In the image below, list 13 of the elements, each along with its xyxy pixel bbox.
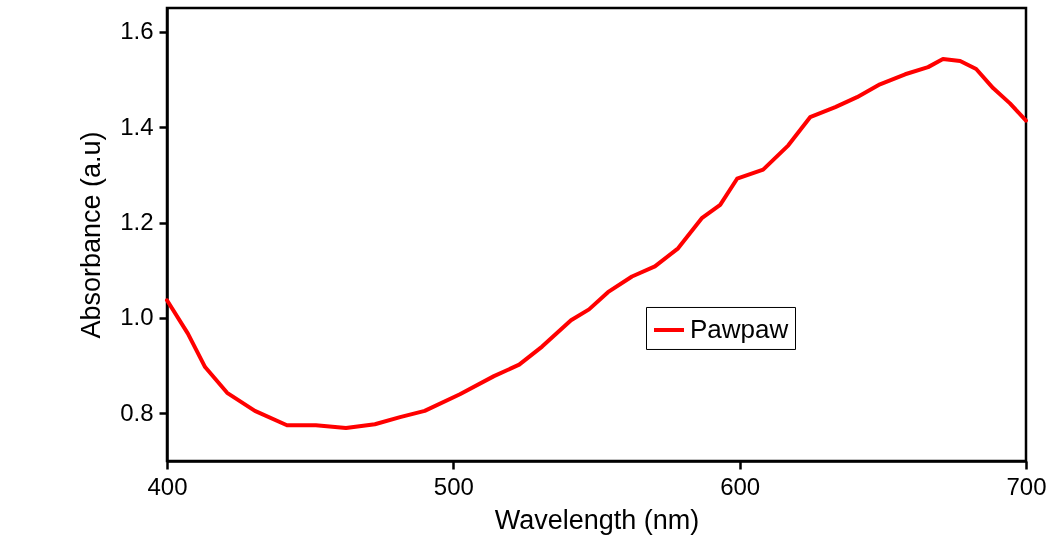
y-tick-label: 0.8: [120, 398, 154, 426]
x-axis-title: Wavelength (nm): [494, 504, 700, 535]
x-tick-label: 600: [720, 472, 761, 500]
legend-label: Pawpaw: [690, 313, 789, 344]
x-tick-label: 400: [147, 472, 188, 500]
y-tick-label: 1.2: [120, 208, 154, 236]
x-tick-label: 700: [1006, 472, 1047, 500]
y-tick-label: 1.4: [120, 112, 154, 140]
y-tick-label: 1.6: [120, 17, 154, 45]
y-tick-label: 1.0: [120, 303, 154, 331]
line-series: [165, 57, 1028, 431]
y-axis-title: Absorbance (a.u): [76, 131, 107, 339]
x-tick-label: 500: [433, 472, 474, 500]
